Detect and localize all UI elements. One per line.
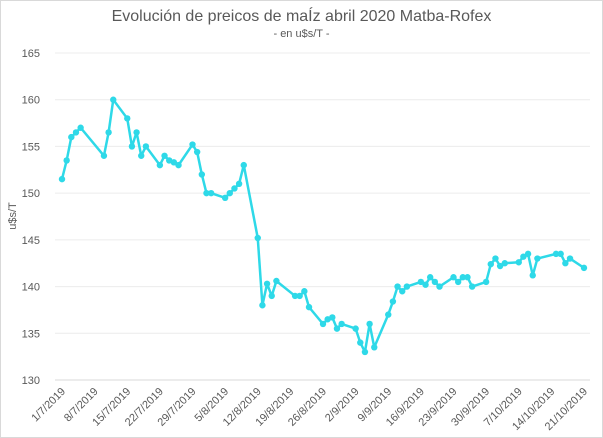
data-point	[105, 129, 112, 136]
data-point	[468, 283, 476, 290]
data-point	[496, 262, 504, 270]
data-point	[198, 171, 206, 178]
data-point	[175, 161, 182, 169]
data-point	[189, 141, 196, 148]
y-tick-label: 155	[22, 141, 40, 153]
data-point	[366, 320, 373, 328]
data-point	[207, 189, 215, 197]
data-point	[161, 152, 168, 159]
data-point	[371, 344, 378, 351]
data-point	[133, 129, 140, 136]
data-point	[291, 292, 299, 300]
data-point	[417, 278, 425, 286]
data-point	[385, 311, 392, 318]
data-point	[296, 292, 303, 300]
data-point	[128, 143, 136, 150]
chart-title: Evolución de preicos de maÍz abril 2020 …	[111, 8, 492, 25]
data-point	[552, 250, 560, 258]
x-tick-label: 2/9/2019	[323, 386, 362, 425]
data-point	[389, 298, 397, 305]
data-point	[305, 303, 313, 311]
data-point	[226, 189, 233, 197]
data-point	[203, 189, 210, 197]
y-tick-label: 160	[22, 95, 40, 107]
data-point	[352, 325, 359, 332]
data-point	[459, 274, 467, 281]
data-point	[235, 180, 243, 187]
data-point	[580, 264, 588, 272]
data-point	[142, 143, 150, 150]
data-point	[240, 161, 247, 169]
data-point	[454, 278, 462, 286]
data-point	[426, 274, 434, 281]
data-point	[77, 124, 84, 131]
data-point	[450, 274, 457, 281]
data-point	[566, 255, 574, 262]
y-tick-label: 130	[22, 375, 40, 387]
data-point	[436, 283, 443, 290]
data-point	[72, 129, 80, 136]
data-point	[529, 272, 536, 279]
data-point	[319, 320, 327, 328]
y-axis-label: u$s/T	[7, 202, 19, 230]
data-point	[329, 314, 336, 321]
data-point	[193, 148, 201, 156]
data-point	[403, 283, 411, 290]
data-point	[534, 255, 541, 262]
data-point	[557, 250, 564, 258]
x-tick-label: 1/7/2019	[29, 386, 68, 425]
data-point	[231, 185, 238, 192]
data-point	[221, 194, 229, 202]
data-point	[138, 152, 145, 159]
data-point	[338, 320, 345, 328]
data-point	[515, 259, 522, 266]
data-point	[170, 159, 178, 166]
data-point	[501, 260, 508, 267]
data-point	[58, 175, 66, 183]
y-tick-label: 150	[22, 188, 40, 200]
data-point	[68, 133, 75, 141]
data-point	[273, 277, 280, 285]
data-point	[562, 260, 569, 267]
y-tick-label: 145	[22, 235, 40, 247]
data-point	[487, 260, 494, 268]
data-point	[63, 157, 70, 164]
data-point	[524, 250, 532, 258]
data-point	[422, 281, 429, 288]
chart-subtitle: - en u$s/T -	[273, 28, 330, 40]
y-tick-label: 165	[22, 48, 40, 60]
data-point	[268, 292, 275, 300]
data-point	[124, 115, 131, 122]
data-point	[520, 253, 527, 260]
data-point	[156, 161, 164, 169]
data-point	[492, 255, 499, 262]
data-point	[259, 302, 266, 309]
y-tick-label: 135	[22, 328, 40, 340]
y-tick-label: 140	[22, 282, 40, 294]
data-point	[361, 348, 369, 356]
series-line	[60, 98, 585, 354]
data-point	[357, 339, 364, 346]
data-point	[110, 96, 117, 103]
data-point	[333, 325, 341, 332]
data-point	[464, 274, 471, 281]
data-point	[431, 278, 439, 286]
data-point	[254, 234, 261, 242]
data-point	[301, 288, 308, 295]
data-point	[482, 278, 490, 286]
data-point	[394, 283, 401, 290]
data-point	[263, 280, 271, 287]
data-point	[100, 152, 108, 159]
data-point	[399, 288, 406, 295]
